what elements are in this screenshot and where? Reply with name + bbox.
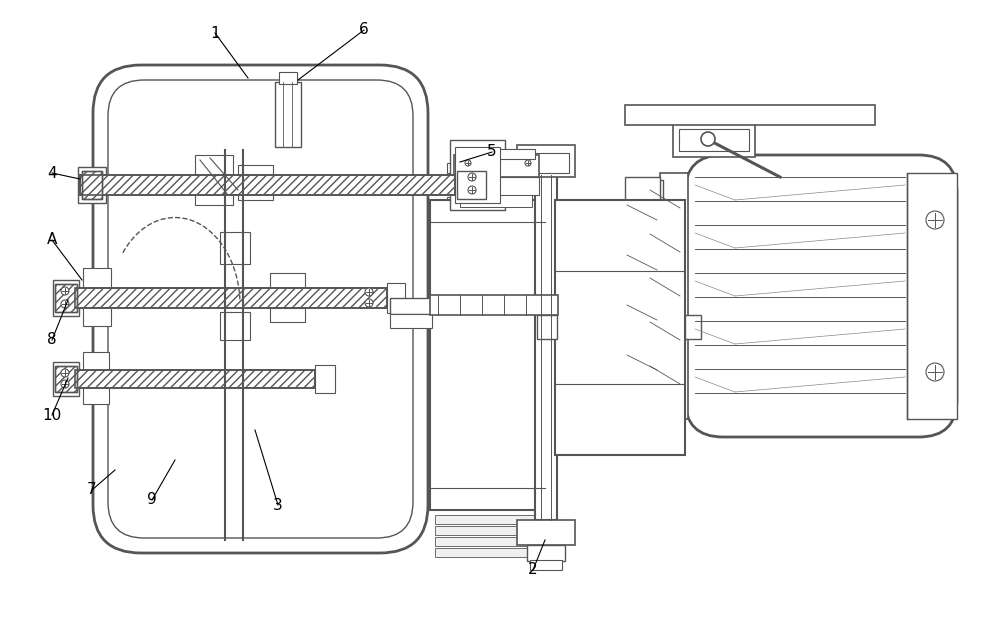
Bar bbox=[625, 177, 660, 415]
Bar bbox=[555, 200, 685, 455]
Bar bbox=[537, 315, 557, 339]
Circle shape bbox=[61, 287, 69, 295]
Bar bbox=[82, 171, 102, 199]
Bar bbox=[517, 145, 575, 177]
Bar bbox=[460, 195, 532, 207]
FancyBboxPatch shape bbox=[685, 155, 957, 437]
Bar bbox=[80, 175, 455, 195]
Circle shape bbox=[701, 132, 715, 146]
Bar bbox=[455, 147, 500, 203]
Circle shape bbox=[61, 300, 69, 308]
Bar bbox=[455, 167, 490, 203]
Bar bbox=[523, 153, 569, 173]
Bar bbox=[75, 288, 387, 308]
Bar bbox=[535, 175, 557, 520]
Text: 7: 7 bbox=[87, 483, 97, 498]
Circle shape bbox=[926, 363, 944, 381]
Circle shape bbox=[465, 160, 471, 166]
Bar bbox=[685, 315, 701, 339]
Circle shape bbox=[365, 299, 373, 307]
Bar bbox=[275, 82, 301, 147]
Text: 2: 2 bbox=[528, 562, 538, 577]
Bar bbox=[220, 312, 250, 340]
Bar bbox=[450, 140, 505, 210]
Circle shape bbox=[468, 173, 476, 181]
Bar bbox=[279, 72, 297, 84]
FancyBboxPatch shape bbox=[93, 65, 428, 553]
Bar bbox=[238, 165, 273, 200]
Bar bbox=[83, 386, 109, 404]
Text: 4: 4 bbox=[47, 165, 57, 180]
Bar bbox=[447, 163, 461, 173]
Text: 5: 5 bbox=[487, 144, 497, 159]
Bar bbox=[55, 366, 77, 392]
Bar bbox=[457, 171, 486, 199]
Bar bbox=[220, 232, 250, 264]
Circle shape bbox=[468, 186, 476, 194]
Bar bbox=[270, 308, 305, 322]
Bar bbox=[527, 545, 565, 561]
Bar bbox=[625, 105, 875, 125]
Bar bbox=[435, 548, 540, 557]
Bar bbox=[545, 298, 563, 314]
Bar bbox=[75, 370, 315, 388]
Bar bbox=[435, 537, 540, 546]
Bar bbox=[55, 284, 77, 312]
Bar bbox=[75, 370, 315, 388]
Bar bbox=[430, 200, 545, 510]
Text: 8: 8 bbox=[47, 333, 57, 348]
Bar bbox=[907, 173, 957, 419]
Text: A: A bbox=[47, 233, 57, 248]
Bar bbox=[270, 273, 305, 289]
Bar bbox=[83, 352, 109, 372]
Bar bbox=[454, 177, 539, 195]
Bar bbox=[435, 526, 540, 535]
FancyBboxPatch shape bbox=[108, 80, 413, 538]
Bar bbox=[647, 180, 663, 412]
Bar bbox=[53, 280, 79, 316]
Text: 10: 10 bbox=[42, 407, 62, 422]
Bar bbox=[454, 155, 539, 177]
Bar bbox=[517, 520, 575, 545]
Bar bbox=[390, 298, 432, 314]
Bar bbox=[55, 366, 77, 392]
Bar bbox=[315, 365, 335, 393]
Bar bbox=[447, 197, 461, 207]
Bar bbox=[679, 129, 749, 151]
Bar bbox=[83, 268, 111, 290]
Bar bbox=[387, 283, 405, 313]
Bar bbox=[430, 295, 558, 315]
Bar bbox=[83, 306, 111, 326]
Bar bbox=[530, 560, 562, 570]
Bar bbox=[53, 362, 79, 396]
Text: 9: 9 bbox=[147, 493, 157, 508]
Text: 6: 6 bbox=[359, 22, 369, 37]
Circle shape bbox=[61, 369, 69, 377]
Text: 1: 1 bbox=[210, 26, 220, 40]
Bar bbox=[458, 149, 535, 159]
Circle shape bbox=[926, 211, 944, 229]
Bar bbox=[75, 288, 387, 308]
Bar bbox=[78, 167, 106, 203]
Bar bbox=[660, 173, 688, 419]
Bar bbox=[82, 171, 102, 199]
Bar bbox=[390, 314, 432, 328]
Circle shape bbox=[365, 288, 373, 296]
Circle shape bbox=[61, 380, 69, 388]
Bar bbox=[435, 515, 540, 524]
Bar bbox=[457, 171, 486, 199]
Circle shape bbox=[525, 160, 531, 166]
Bar bbox=[55, 284, 77, 312]
Bar bbox=[195, 155, 233, 205]
Bar bbox=[673, 123, 755, 157]
Text: 3: 3 bbox=[273, 498, 283, 513]
Bar bbox=[80, 175, 455, 195]
